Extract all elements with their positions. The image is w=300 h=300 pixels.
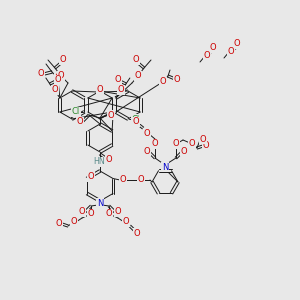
Text: O: O [144,128,150,137]
Text: O: O [204,52,210,61]
Text: O: O [181,146,187,155]
Text: O: O [228,47,234,56]
Text: O: O [133,118,139,127]
Text: O: O [203,140,209,149]
Text: O: O [60,56,66,64]
Text: O: O [77,118,83,127]
Text: O: O [234,40,240,49]
Text: O: O [135,71,141,80]
Text: O: O [79,208,85,217]
Text: O: O [97,85,103,94]
Text: O: O [138,176,144,184]
Text: O: O [38,70,44,79]
Text: O: O [189,139,195,148]
Text: HN: HN [93,158,105,166]
Text: O: O [108,110,114,119]
Text: N: N [162,163,168,172]
Text: O: O [160,77,166,86]
Text: O: O [58,71,64,80]
Text: O: O [106,209,112,218]
Text: O: O [88,209,94,218]
Text: O: O [71,218,77,226]
Text: O: O [56,218,62,227]
Text: O: O [152,140,158,148]
Text: O: O [106,154,112,164]
Text: O: O [52,85,58,94]
Text: O: O [144,146,150,155]
Text: O: O [173,140,179,148]
Text: O: O [115,208,121,217]
Text: O: O [174,74,180,83]
Text: O: O [134,229,140,238]
Text: O: O [115,76,121,85]
Text: O: O [133,56,139,64]
Text: O: O [118,85,124,94]
Text: O: O [210,44,216,52]
Text: O: O [200,134,206,143]
Text: Cl: Cl [132,115,140,124]
Text: O: O [88,172,94,181]
Text: O: O [55,74,61,82]
Text: O: O [120,176,126,184]
Text: Cl: Cl [72,107,80,116]
Text: O: O [55,76,61,85]
Text: N: N [97,199,103,208]
Text: O: O [123,218,129,226]
